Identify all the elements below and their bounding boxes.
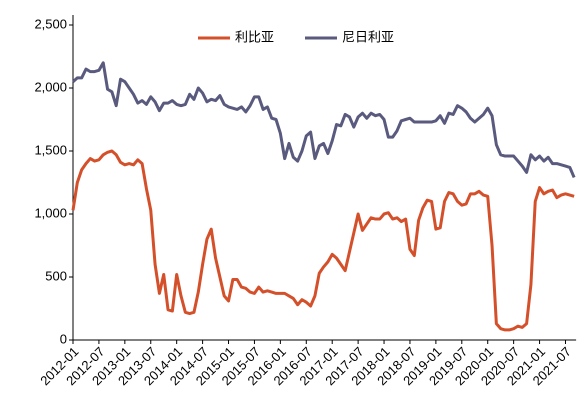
- y-tick-label: 0: [60, 331, 67, 346]
- y-tick-label: 2,000: [34, 79, 67, 94]
- y-tick-label: 2,500: [34, 16, 67, 31]
- y-tick-label: 1,500: [34, 142, 67, 157]
- line-series: [71, 149, 575, 332]
- y-tick-label: 500: [45, 268, 67, 283]
- line-series: [72, 61, 576, 179]
- legend-label: 利比亚: [235, 29, 274, 44]
- y-tick-label: 1,000: [34, 205, 67, 220]
- legend-label: 尼日利亚: [342, 29, 394, 44]
